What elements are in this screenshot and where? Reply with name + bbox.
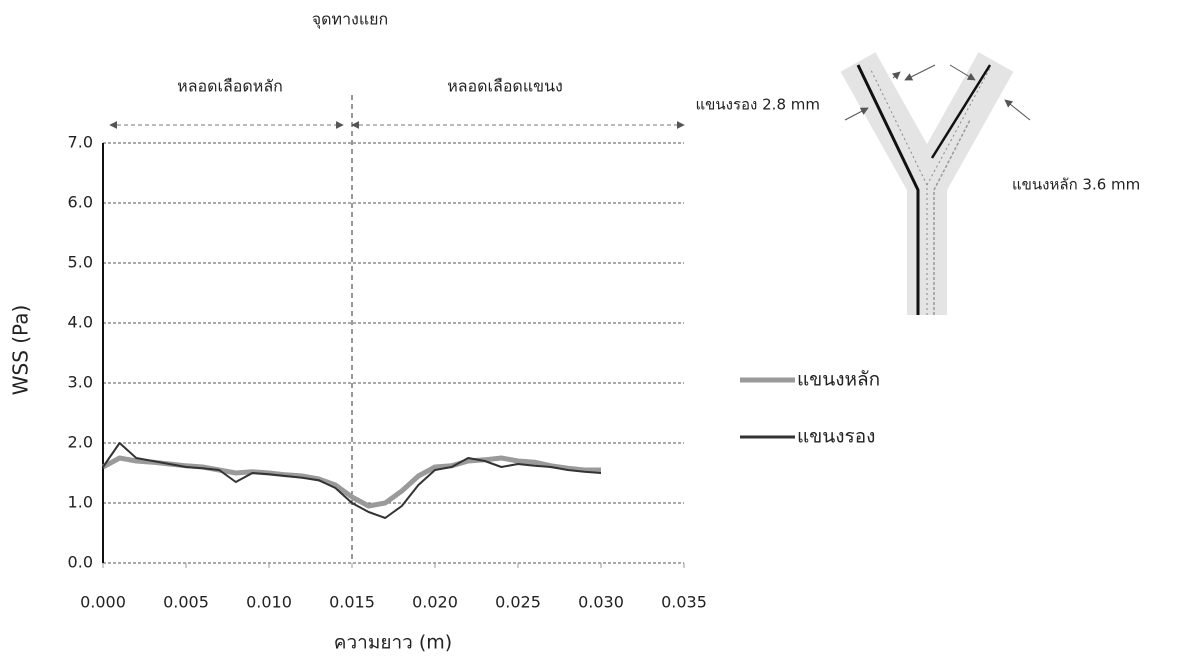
y-tick-label: 5.0	[68, 253, 93, 272]
x-tick-label: 0.035	[661, 593, 707, 612]
main-vessel-label: หลอดเลือดหลัก	[177, 77, 283, 96]
y-tick-label: 7.0	[68, 133, 93, 152]
y-tick-label: 6.0	[68, 193, 93, 212]
bifurcation-diagram	[840, 52, 1031, 315]
x-tick-label: 0.020	[412, 593, 458, 612]
series-line	[102, 442, 602, 519]
x-tick-label: 0.010	[246, 593, 292, 612]
y-tick-label: 2.0	[68, 433, 93, 452]
y-tick-label: 0.0	[68, 553, 93, 572]
y-axis-title: WSS (Pa)	[9, 305, 33, 396]
branch-vessel-label: หลอดเลือดแขนง	[447, 77, 563, 96]
x-tick-label: 0.025	[495, 593, 541, 612]
secondary-size-label: แขนงรอง 2.8 mm	[695, 96, 820, 114]
x-tick-label: 0.000	[80, 593, 126, 612]
main-size-label: แขนงหลัก 3.6 mm	[1012, 176, 1140, 194]
x-axis-title: ความยาว (m)	[334, 632, 452, 654]
x-tick-label: 0.015	[329, 593, 375, 612]
y-tick-label: 1.0	[68, 493, 93, 512]
legend-label: แขนงรอง	[797, 426, 875, 448]
y-tick-label: 3.0	[68, 373, 93, 392]
y-tick-label: 4.0	[68, 313, 93, 332]
series-line	[101, 455, 601, 509]
legend-label: แขนงหลัก	[797, 369, 880, 391]
x-tick-label: 0.005	[163, 593, 209, 612]
x-tick-label: 0.030	[578, 593, 624, 612]
junction-label: จุดทางแยก	[312, 10, 388, 30]
